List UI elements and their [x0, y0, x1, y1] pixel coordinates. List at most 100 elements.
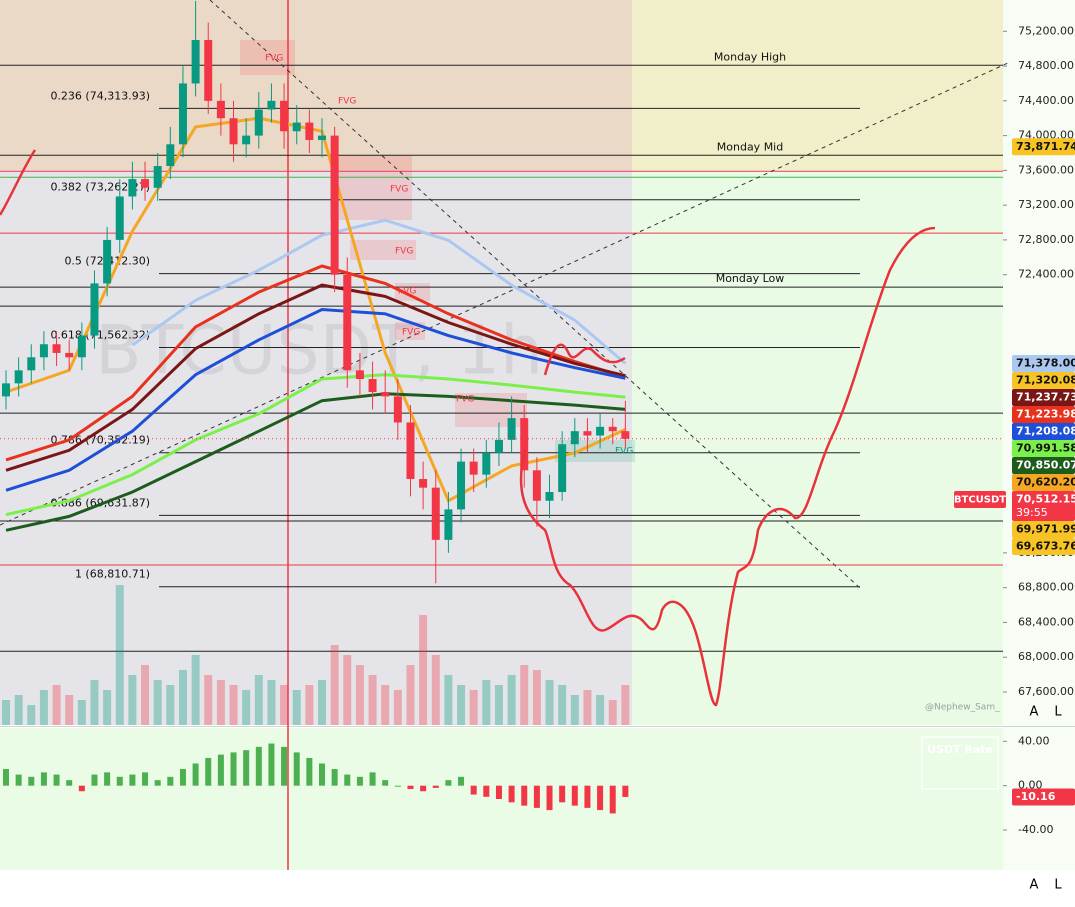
histogram-bar [167, 776, 174, 786]
volume-bar [419, 615, 428, 725]
candle-body [520, 418, 529, 471]
histogram-bar [356, 776, 363, 786]
scale-button[interactable]: A [1030, 878, 1039, 893]
price-tag [1012, 406, 1075, 424]
zone [632, 170, 1003, 725]
histogram-bar [407, 785, 414, 790]
volume-bar [558, 685, 567, 725]
candle-body [444, 509, 453, 540]
candle-body [558, 444, 567, 493]
volume-bar [507, 675, 516, 725]
price-tag-label: 71,208.08 [1016, 425, 1075, 438]
volume-bar [318, 680, 326, 725]
histogram-bar [243, 750, 250, 786]
histogram-bar [116, 776, 123, 786]
fvg-label: FVG [402, 328, 420, 338]
y2-tick-label: -40.00 [1018, 823, 1053, 836]
volume-bar [343, 655, 352, 725]
symbol-tag-label: BTCUSDT [954, 495, 1006, 506]
price-tag-label: 70,620.20 [1016, 476, 1075, 489]
candle-body [419, 478, 428, 488]
histogram-bar [230, 752, 237, 786]
histogram-bar [483, 785, 490, 797]
candle-body [77, 335, 86, 358]
candle-body [570, 431, 579, 445]
fvg-label: FVG [398, 287, 416, 297]
price-tag-label: 71,378.00 [1016, 357, 1075, 370]
candle-body [229, 118, 238, 145]
histogram-bar [495, 785, 502, 799]
candle-body [267, 100, 276, 110]
candle-body [90, 283, 99, 336]
candle-body [216, 100, 225, 119]
volume-bar [178, 670, 187, 725]
histogram-bar [559, 785, 566, 803]
histogram-bar [255, 746, 262, 786]
volume-bar [444, 675, 453, 725]
candle-body [457, 461, 466, 510]
volume-bar [596, 695, 605, 725]
candle-body [191, 39, 200, 84]
candle-body [318, 135, 326, 140]
volume-bar [406, 665, 415, 725]
histogram-bar [104, 772, 111, 786]
candle-body [204, 39, 213, 101]
candle-body [141, 179, 150, 188]
volume-bar [39, 690, 48, 725]
volume-bar [520, 665, 529, 725]
price-tag [1012, 788, 1075, 806]
candle-body [482, 452, 491, 475]
fib-label: 0.618 (71,562.32) [50, 329, 150, 342]
volume-bar [494, 685, 503, 725]
histogram-bar [394, 785, 401, 787]
fvg-label: FVG [456, 395, 474, 405]
volume-bar [14, 695, 23, 725]
price-tag [1012, 372, 1075, 390]
histogram-bar [66, 780, 73, 786]
candle-body [292, 122, 301, 132]
price-tag-label: 71,237.73 [1016, 391, 1075, 404]
price-tag [1012, 491, 1075, 522]
moving-average [5, 392, 626, 532]
volume-bar [368, 675, 377, 725]
candle-body [355, 370, 364, 380]
watermark: BTCUSDT, 1h [95, 312, 543, 391]
fvg-label: FVG [338, 97, 356, 107]
price-tag [1012, 440, 1075, 458]
fvg-box [350, 240, 416, 260]
volume-bar [242, 690, 251, 725]
fib-label: 1 (68,810.71) [75, 568, 150, 581]
candle-body [596, 426, 605, 436]
histogram-bar [571, 785, 578, 806]
moving-average [131, 218, 627, 365]
volume-bar [292, 690, 301, 725]
histogram-bar [91, 774, 98, 786]
price-tag-label: 71,320.08 [1016, 374, 1075, 387]
forecast-path [519, 226, 936, 707]
volume-bar [52, 685, 61, 725]
fvg-label: FVG [265, 54, 283, 64]
candle-body [381, 392, 390, 397]
volume-bar [621, 685, 630, 725]
scale-button[interactable]: L [1054, 878, 1062, 893]
volume-bar [545, 680, 554, 725]
volume-bar [393, 690, 402, 725]
scale-button[interactable]: A [1030, 705, 1039, 720]
volume-bar [305, 685, 314, 725]
candle-body [305, 122, 314, 140]
y-tick-label: 68,800.00 [1018, 581, 1074, 594]
symbol-tag [954, 491, 1006, 509]
volume-bar [166, 685, 175, 725]
volume-bar [128, 675, 137, 725]
histogram-bar [609, 785, 616, 814]
histogram-bar [142, 772, 149, 786]
zone [0, 0, 632, 170]
candle-body [254, 109, 263, 136]
candle-body [280, 100, 289, 132]
y-tick-label: 74,800.00 [1018, 59, 1074, 72]
scale-button[interactable]: L [1054, 705, 1062, 720]
histogram-bar [597, 785, 604, 811]
y-tick-label: 73,600.00 [1018, 163, 1074, 176]
fib-label: 0.236 (74,313.93) [50, 89, 150, 102]
